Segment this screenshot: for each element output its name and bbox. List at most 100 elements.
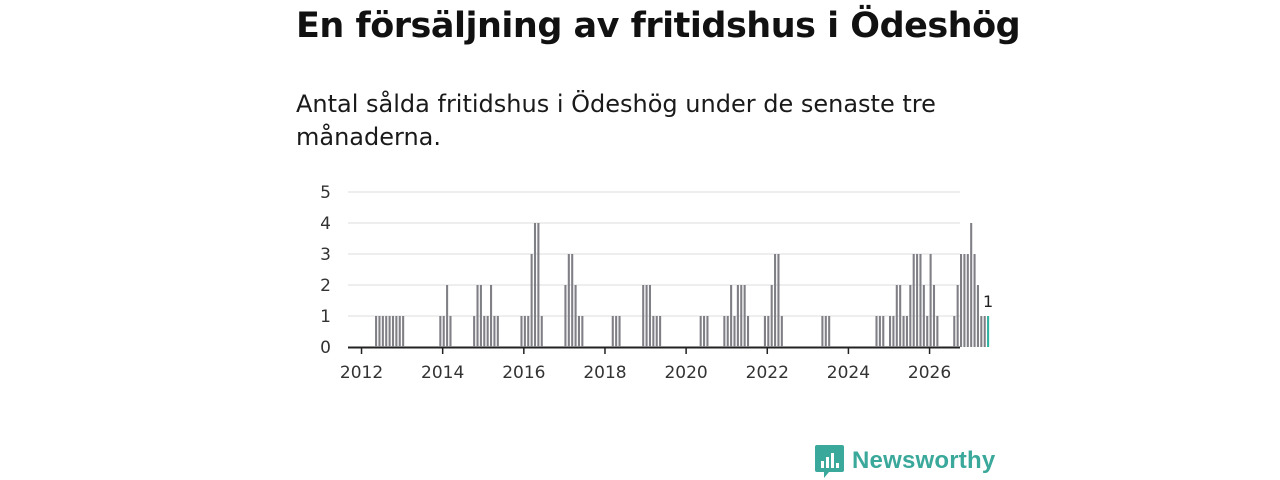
y-tick-label: 3 (320, 245, 331, 265)
bar (537, 223, 540, 347)
bar (530, 254, 533, 347)
bar (888, 316, 892, 347)
bar (960, 254, 963, 347)
bars (375, 223, 990, 347)
bar (699, 316, 702, 347)
bar (395, 316, 398, 347)
newsworthy-logo-text: Newsworthy (852, 447, 996, 474)
x-tick-label: 2018 (583, 363, 626, 383)
bar (706, 316, 709, 347)
bar (821, 316, 824, 347)
bar (912, 254, 915, 347)
bar (618, 316, 621, 347)
bar (723, 316, 726, 347)
bar (953, 316, 956, 347)
bar-latest (987, 316, 990, 347)
bar (577, 316, 581, 347)
bar (449, 316, 452, 347)
bar (574, 285, 577, 347)
bar (740, 285, 743, 347)
bar (496, 316, 499, 347)
bar (446, 285, 449, 347)
bar (966, 254, 969, 347)
latest-value-label: 1 (983, 292, 993, 311)
bar (398, 316, 401, 347)
y-tick-label: 1 (320, 307, 331, 327)
bar (533, 223, 537, 347)
bar (648, 285, 652, 347)
y-tick-label: 0 (320, 338, 331, 358)
bar (483, 316, 486, 347)
x-tick-label: 2014 (421, 363, 464, 383)
bar (892, 316, 895, 347)
bar (642, 285, 645, 347)
bar (770, 285, 773, 347)
bar (970, 223, 973, 347)
chart-title: En försäljning av fritidshus i Ödeshög (296, 6, 1021, 46)
bar (490, 285, 493, 347)
bar (905, 316, 908, 347)
y-tick-label: 4 (320, 214, 331, 234)
bar (479, 285, 482, 347)
y-tick-label: 2 (320, 276, 331, 296)
bar (909, 285, 912, 347)
bar (824, 316, 827, 347)
bar (875, 316, 878, 347)
chart-subtitle: Antal sålda fritidshus i Ödeshög under d… (296, 90, 936, 151)
bar (932, 285, 936, 347)
bar (743, 285, 746, 347)
bar (564, 285, 567, 347)
bar (442, 316, 445, 347)
bar (899, 285, 902, 347)
bar (703, 316, 706, 347)
bar (976, 285, 979, 347)
bar (983, 316, 986, 347)
x-tick-label: 2012 (340, 363, 383, 383)
x-tick-label: 2024 (827, 363, 870, 383)
bar (381, 316, 384, 347)
bar (777, 254, 780, 347)
x-tick-label: 2016 (502, 363, 545, 383)
bar (963, 254, 966, 347)
bar (375, 316, 378, 347)
bar (919, 254, 922, 347)
bar (767, 316, 770, 347)
bar (659, 316, 662, 347)
bar (611, 316, 614, 347)
bar (527, 316, 530, 347)
bar (523, 316, 526, 347)
bar (733, 316, 736, 347)
bar (902, 316, 905, 347)
newsworthy-logo: Newsworthy (815, 444, 995, 478)
bar (916, 254, 919, 347)
bar (878, 316, 881, 347)
bar (895, 285, 898, 347)
bar (763, 316, 766, 347)
bar (929, 254, 932, 347)
y-tick-label: 5 (320, 183, 331, 203)
gridlines (348, 191, 960, 349)
bar (385, 316, 388, 347)
bar (956, 285, 959, 347)
bar (439, 316, 442, 347)
bar (520, 316, 523, 347)
bar (391, 316, 395, 347)
bar (726, 316, 729, 347)
bar (746, 316, 750, 347)
x-tick-label: 2020 (664, 363, 707, 383)
y-axis-ticks: 0 1 2 3 4 5 (320, 183, 331, 358)
bar (581, 316, 584, 347)
bar (655, 316, 658, 347)
annotation: 1 (983, 292, 993, 311)
bar (476, 285, 479, 347)
bar (388, 316, 391, 347)
bar (652, 316, 655, 347)
bar (493, 316, 496, 347)
bar (736, 285, 739, 347)
bar (540, 316, 543, 347)
bar (571, 254, 574, 347)
bar (926, 316, 929, 347)
bar (615, 316, 618, 347)
bar (486, 316, 489, 347)
